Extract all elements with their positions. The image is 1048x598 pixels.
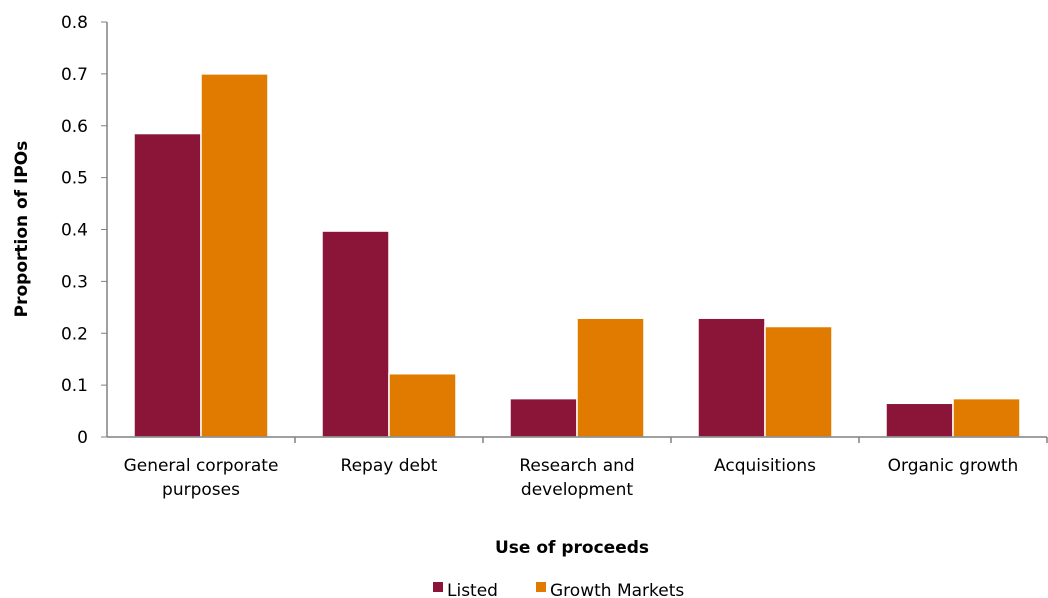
y-tick-label: 0.8 (61, 13, 88, 33)
bar-growth-markets (388, 372, 457, 438)
bar-listed (697, 317, 766, 438)
legend-label-growth-markets: Growth Markets (550, 581, 684, 598)
x-category-label: Organic growth (888, 456, 1019, 476)
y-tick-label: 0.2 (61, 324, 88, 344)
x-axis-categories: General corporate purposes Repay debt Resea… (124, 456, 1019, 500)
y-axis-title: Proportion of IPOs (12, 141, 32, 318)
bar-listed (509, 397, 578, 438)
axes (106, 22, 1048, 443)
y-tick-label: 0.5 (61, 169, 88, 189)
y-axis-ticks: 0 0.1 0.2 0.3 0.4 0.5 0.6 0.7 0.8 (61, 13, 107, 448)
x-category-label: Acquisitions (714, 456, 816, 476)
bar-growth-markets (952, 397, 1021, 438)
legend-label-listed: Listed (447, 581, 498, 598)
x-category-label: General corporate (124, 456, 279, 476)
y-tick-label: 0.3 (61, 272, 88, 292)
bar-listed (133, 132, 202, 438)
legend-swatch-listed (433, 582, 443, 592)
bar-growth-markets (200, 73, 269, 438)
y-tick-label: 0.6 (61, 117, 88, 137)
bar-listed (321, 230, 390, 438)
y-tick-label: 0.1 (61, 376, 88, 396)
legend: Listed Growth Markets (433, 581, 684, 598)
bar-listed (885, 402, 954, 438)
y-tick-label: 0.7 (61, 65, 88, 85)
y-tick-label: 0.4 (61, 221, 88, 241)
x-axis-title: Use of proceeds (495, 538, 649, 558)
legend-swatch-growth-markets (536, 582, 546, 592)
x-category-label: Research and (519, 456, 634, 476)
x-category-label: Repay debt (341, 456, 438, 476)
bar-growth-markets (576, 317, 645, 438)
bar-marks (133, 73, 1021, 438)
y-tick-label: 0 (77, 428, 88, 448)
x-category-label: development (521, 480, 633, 500)
x-category-label: purposes (162, 480, 240, 500)
bar-growth-markets (764, 325, 833, 438)
